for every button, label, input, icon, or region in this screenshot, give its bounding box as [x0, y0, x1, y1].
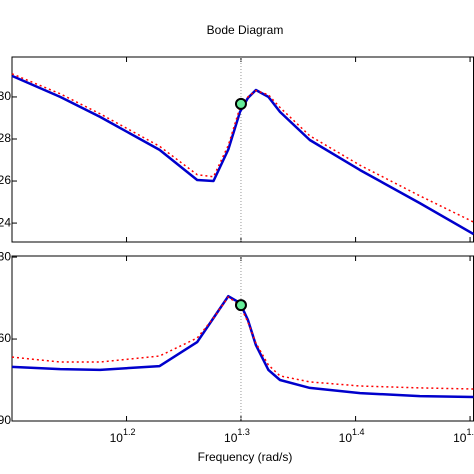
x-tick-label: 101.2	[110, 427, 136, 445]
x-tick-label: 101.4	[339, 427, 365, 445]
x-tick-exponent: 1.5	[466, 427, 474, 437]
x-tick-exponent: 1.2	[123, 427, 136, 437]
y-tick-label: -30	[0, 249, 11, 263]
marker	[234, 299, 247, 312]
x-tick-base: 10	[110, 431, 124, 445]
x-tick-exponent: 1.3	[237, 427, 250, 437]
x-tick-label: 101.5	[453, 427, 474, 445]
series-line	[11, 294, 474, 399]
y-tick-label: 30	[0, 89, 11, 103]
x-tick-base: 10	[224, 431, 238, 445]
y-tick-label: 24	[0, 215, 11, 229]
series-line	[11, 73, 474, 223]
plot-area	[11, 255, 474, 422]
x-tick-base: 10	[453, 431, 467, 445]
y-tick-label: -90	[0, 413, 11, 427]
marker	[234, 97, 247, 110]
y-tick-label: 26	[0, 173, 11, 187]
x-axis-label: Frequency (rad/s)	[198, 450, 293, 464]
plot-area	[11, 56, 474, 243]
x-tick-exponent: 1.4	[352, 427, 365, 437]
chart-title: Bode Diagram	[207, 23, 284, 37]
y-tick-label: 28	[0, 131, 11, 145]
x-tick-base: 10	[339, 431, 353, 445]
x-tick-label: 101.3	[224, 427, 250, 445]
y-tick-label: -60	[0, 331, 11, 345]
